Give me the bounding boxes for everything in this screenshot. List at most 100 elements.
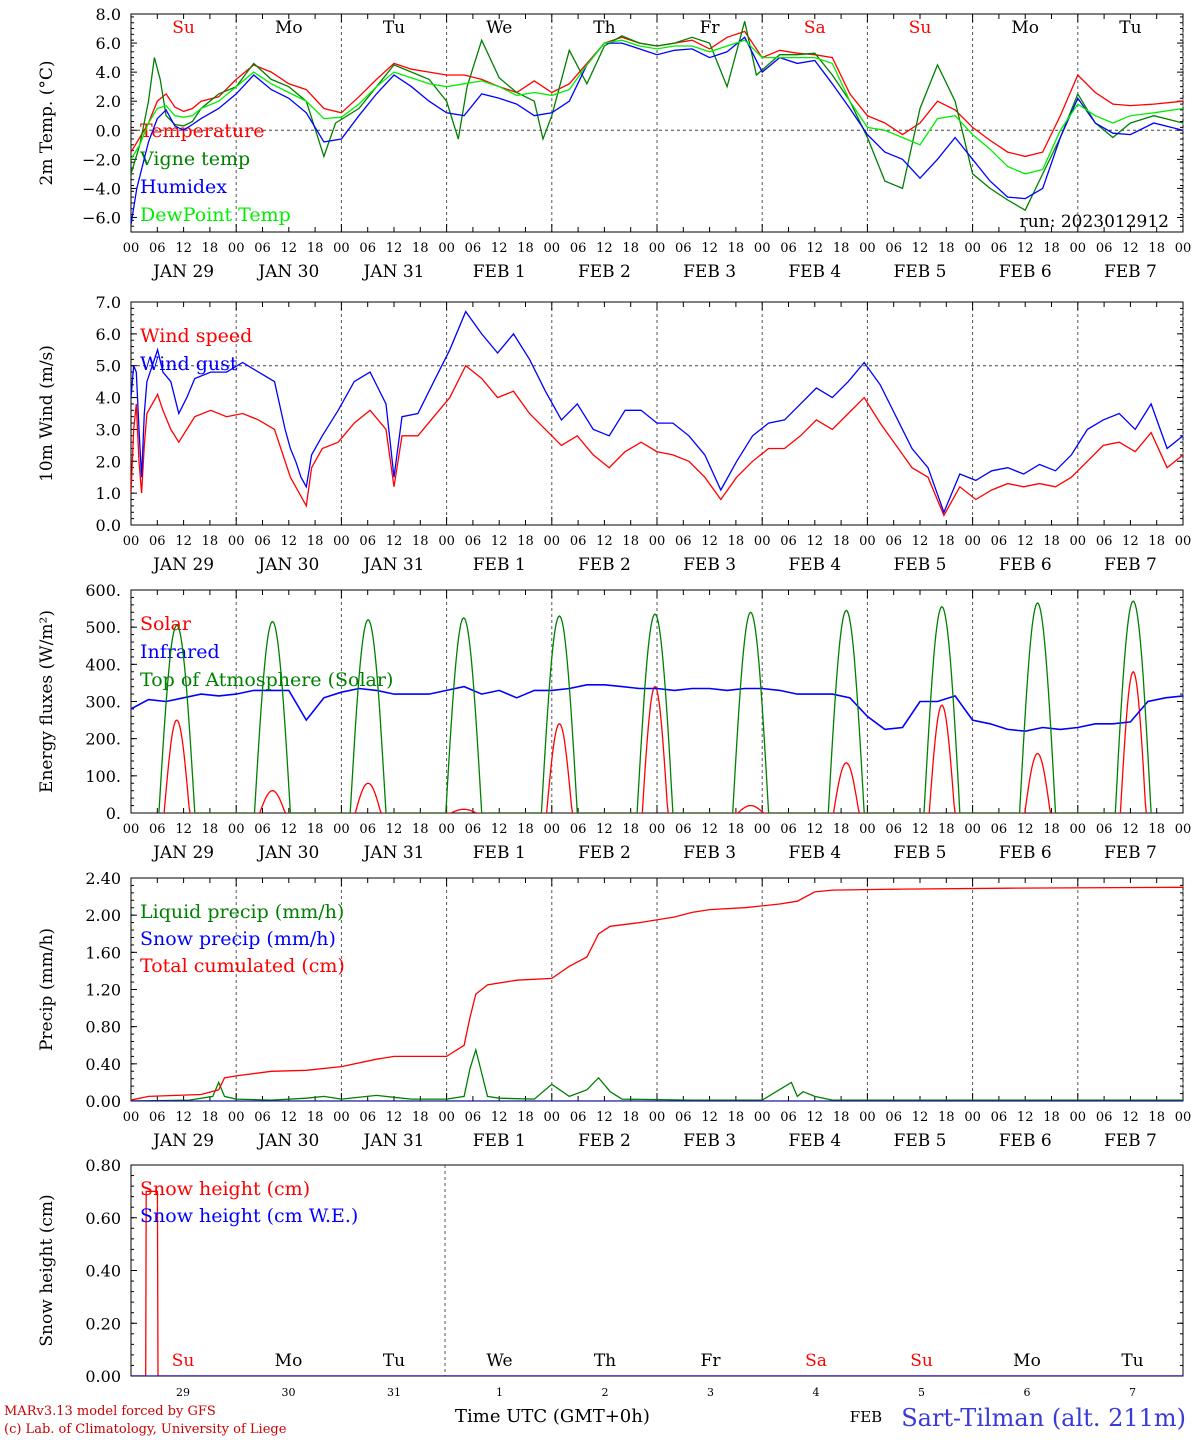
x-hour-label: 00 bbox=[1070, 822, 1087, 837]
x-hour-label: 18 bbox=[517, 822, 534, 837]
series-line-1 bbox=[131, 1190, 1183, 1376]
y-tick-label: 500. bbox=[85, 618, 121, 637]
x-date-label: FEB 5 bbox=[894, 262, 947, 282]
x-hour-label: 00 bbox=[333, 822, 350, 837]
x-hour-label: 18 bbox=[938, 1110, 955, 1125]
x-hour-label: 18 bbox=[622, 822, 639, 837]
x-hour-label: 18 bbox=[938, 534, 955, 549]
x-hour-label: 06 bbox=[254, 1110, 271, 1125]
y-tick-label: 0.60 bbox=[85, 1209, 121, 1228]
x-hour-label: 06 bbox=[359, 241, 376, 256]
x-hour-label: 18 bbox=[307, 822, 324, 837]
x-hour-label: 06 bbox=[465, 822, 482, 837]
series-line-3 bbox=[131, 36, 1183, 225]
x-hour-label: 06 bbox=[991, 241, 1008, 256]
y-tick-label: 2.0 bbox=[96, 92, 121, 111]
x-hour-label: 06 bbox=[570, 1110, 587, 1125]
x-hour-label: 00 bbox=[1175, 241, 1192, 256]
x-hour-label: 00 bbox=[754, 241, 771, 256]
x-hour-label: 06 bbox=[780, 241, 797, 256]
x-hour-label: 12 bbox=[701, 822, 718, 837]
y-tick-label: 100. bbox=[85, 767, 121, 786]
x-hour-label: 00 bbox=[859, 822, 876, 837]
x-hour-label: 18 bbox=[833, 1110, 850, 1125]
x-hour-label: 00 bbox=[438, 822, 455, 837]
x-hour-label: 12 bbox=[1017, 241, 1034, 256]
x-date-label: FEB 2 bbox=[578, 843, 631, 863]
x-date-label: JAN 31 bbox=[361, 1131, 424, 1151]
x-hour-label: 18 bbox=[517, 534, 534, 549]
y-tick-label: 400. bbox=[85, 655, 121, 674]
x-hour-label: 18 bbox=[517, 1110, 534, 1125]
x-date-label: FEB 3 bbox=[683, 843, 736, 863]
x-hour-label: 00 bbox=[1070, 1110, 1087, 1125]
x-date-label: FEB 6 bbox=[999, 843, 1052, 863]
x-hour-label: 00 bbox=[123, 534, 140, 549]
x-hour-label: 18 bbox=[622, 534, 639, 549]
legend-entry: Snow height (cm) bbox=[140, 1178, 310, 1200]
x-date-label: JAN 31 bbox=[361, 843, 424, 863]
x-date-label: JAN 30 bbox=[256, 843, 319, 863]
x-date-label: FEB 5 bbox=[894, 1131, 947, 1151]
y-tick-label: 0.40 bbox=[85, 1262, 121, 1281]
x-hour-label: 00 bbox=[1175, 534, 1192, 549]
legend-entry: Temperature bbox=[140, 120, 264, 142]
legend-entry: Wind speed bbox=[140, 325, 252, 347]
y-tick-label: 0. bbox=[106, 804, 121, 823]
x-hour-label: 06 bbox=[570, 822, 587, 837]
x-hour-label: 06 bbox=[1096, 822, 1113, 837]
x-hour-label: 12 bbox=[281, 822, 298, 837]
x-date-label: JAN 29 bbox=[151, 555, 214, 575]
x-hour-label: 18 bbox=[412, 241, 429, 256]
x-hour-label: 12 bbox=[281, 534, 298, 549]
station-label: Sart-Tilman (alt. 211m) bbox=[901, 1404, 1186, 1432]
x-hour-label: 06 bbox=[675, 1110, 692, 1125]
chart-panel-3: 600. 500. 400. 300. 200. 100. 0. Energy fluxes … bbox=[37, 581, 1191, 863]
x-hour-label: 06 bbox=[254, 822, 271, 837]
x-hour-label: 18 bbox=[833, 534, 850, 549]
x-date-label: JAN 30 bbox=[256, 1131, 319, 1151]
chart-panel-5: 0.80 0.60 0.40 0.20 0.00 Snow height (cm) 29 Su… bbox=[37, 1156, 1184, 1399]
series-line-2 bbox=[131, 684, 1183, 733]
x-hour-label: 00 bbox=[859, 241, 876, 256]
weekday-label: We bbox=[486, 18, 512, 38]
x-hour-label: 12 bbox=[912, 1110, 929, 1125]
x-hour-label: 00 bbox=[123, 1110, 140, 1125]
x-hour-label: 12 bbox=[596, 534, 613, 549]
x-hour-label: 06 bbox=[675, 822, 692, 837]
x-date-label: FEB 2 bbox=[578, 262, 631, 282]
y-tick-label: 0.00 bbox=[85, 1367, 121, 1386]
x-date-label: FEB 1 bbox=[473, 843, 526, 863]
x-hour-label: 18 bbox=[412, 534, 429, 549]
x-hour-label: 18 bbox=[307, 241, 324, 256]
x-hour-label: 12 bbox=[807, 822, 824, 837]
y-axis-label: Snow height (cm) bbox=[37, 1194, 57, 1346]
x-hour-label: 18 bbox=[517, 241, 534, 256]
x-date-label: FEB 6 bbox=[999, 555, 1052, 575]
x-hour-label: 06 bbox=[149, 822, 166, 837]
x-date-label: JAN 30 bbox=[256, 262, 319, 282]
y-tick-label: 8.0 bbox=[96, 5, 121, 24]
x-date-label: FEB 4 bbox=[788, 1131, 841, 1151]
x-hour-label: 12 bbox=[1122, 241, 1139, 256]
y-axis-label: 2m Temp. (°C) bbox=[37, 60, 57, 185]
x-hour-label: 00 bbox=[964, 534, 981, 549]
x-hour-label: 18 bbox=[938, 822, 955, 837]
x-hour-label: 18 bbox=[833, 241, 850, 256]
x-hour-label: 00 bbox=[544, 1110, 561, 1125]
y-tick-label: 2.0 bbox=[96, 452, 121, 471]
x-hour-label: 12 bbox=[912, 534, 929, 549]
y-tick-label: 200. bbox=[85, 730, 121, 749]
y-tick-label: 0.20 bbox=[85, 1314, 121, 1333]
legend-entry: Snow precip (mm/h) bbox=[140, 928, 336, 950]
x-day-number: 7 bbox=[1129, 1386, 1136, 1399]
chart-panel-4: 2.40 2.00 1.60 1.20 0.80 0.40 0.00 Precip (mm/h… bbox=[37, 869, 1191, 1151]
x-hour-label: 06 bbox=[149, 241, 166, 256]
legend-entry: Wind gust bbox=[140, 353, 238, 375]
x-date-label: JAN 30 bbox=[256, 555, 319, 575]
x-date-label: FEB 5 bbox=[894, 555, 947, 575]
x-date-label: FEB 4 bbox=[788, 555, 841, 575]
legend-entry: Liquid precip (mm/h) bbox=[140, 901, 344, 923]
x-hour-label: 18 bbox=[412, 822, 429, 837]
x-hour-label: 06 bbox=[675, 534, 692, 549]
